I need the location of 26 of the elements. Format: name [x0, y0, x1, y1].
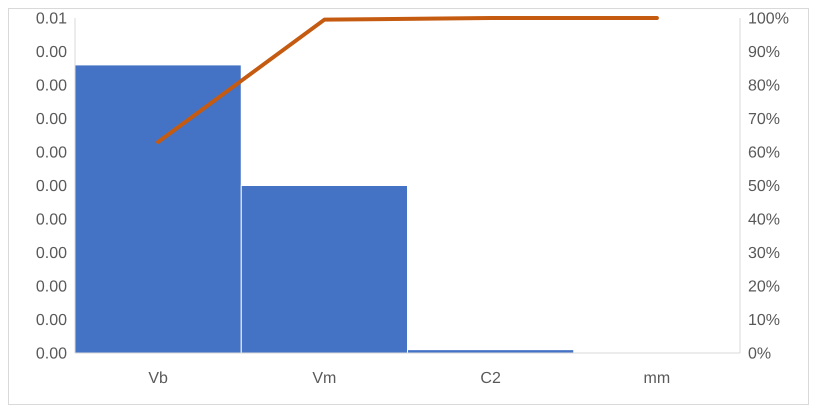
y-tick-label: 0.00: [36, 346, 68, 363]
y2-tick-label: 60%: [748, 144, 780, 162]
y-tick-label: 0.00: [36, 178, 68, 196]
y2-tick-label: 90%: [748, 44, 780, 62]
y-tick-label: 0.01: [36, 10, 68, 28]
y-tick-label: 0.00: [36, 212, 68, 229]
y2-tick-label: 50%: [748, 178, 780, 196]
y2-tick-label: 0%: [748, 346, 772, 363]
y2-tick-label: 40%: [748, 212, 780, 229]
y-tick-label: 0.00: [36, 312, 68, 330]
y2-tick-label: 80%: [748, 78, 780, 95]
y-tick-label: 0.00: [36, 44, 68, 62]
y-tick-label: 0.00: [36, 78, 68, 95]
x-tick-label: Vb: [148, 370, 168, 387]
y-tick-label: 0.00: [36, 278, 68, 296]
y-tick-label: 0.00: [36, 144, 68, 162]
y2-tick-label: 20%: [748, 278, 780, 296]
y2-tick-label: 30%: [748, 245, 780, 262]
y2-tick-label: 100%: [748, 10, 789, 28]
y2-tick-label: 10%: [748, 312, 780, 330]
y2-tick-label: 70%: [748, 111, 780, 128]
x-tick-label: Vm: [312, 370, 336, 387]
y-tick-label: 0.00: [36, 111, 68, 128]
y-tick-label: 0.00: [36, 245, 68, 262]
x-tick-label: C2: [480, 370, 501, 387]
x-tick-label: mm: [644, 370, 670, 387]
